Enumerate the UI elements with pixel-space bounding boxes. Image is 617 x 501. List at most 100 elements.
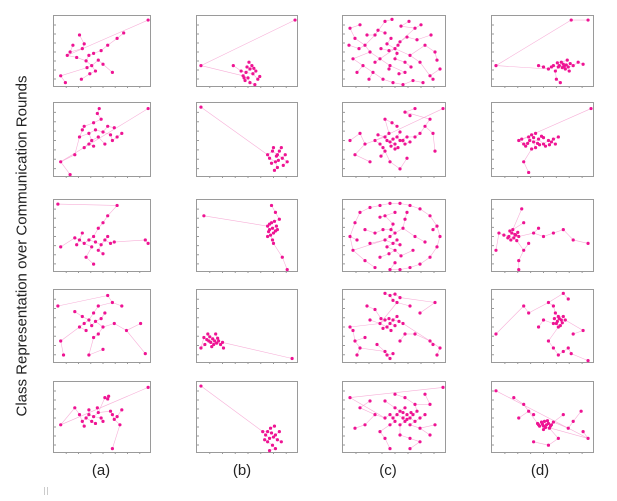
link-line	[419, 208, 431, 217]
data-point	[146, 18, 150, 22]
data-point	[271, 231, 276, 235]
data-point	[363, 335, 367, 340]
data-point	[393, 248, 397, 252]
data-point	[516, 230, 520, 234]
data-point	[261, 430, 265, 434]
data-point	[92, 311, 96, 315]
link-line	[352, 330, 356, 342]
data-point	[273, 160, 278, 164]
link-line	[359, 347, 386, 352]
data-point	[388, 140, 392, 144]
data-point	[522, 221, 526, 225]
link-line	[352, 250, 366, 261]
data-point	[401, 138, 405, 143]
link-line	[419, 424, 436, 429]
data-point	[530, 147, 534, 151]
data-point	[383, 416, 387, 420]
data-point	[537, 143, 542, 147]
data-point	[146, 106, 150, 111]
data-point	[411, 248, 415, 252]
link-line	[349, 24, 361, 29]
link-line	[376, 344, 386, 352]
data-point	[383, 349, 387, 354]
data-point	[267, 222, 272, 226]
data-point	[418, 207, 422, 211]
data-point	[403, 419, 407, 423]
data-point	[59, 339, 63, 343]
link-line	[349, 133, 361, 141]
link-line	[79, 34, 85, 44]
data-point	[535, 421, 540, 426]
data-point	[399, 24, 403, 28]
data-point	[267, 436, 272, 440]
data-point	[383, 238, 387, 242]
data-point	[398, 201, 402, 205]
data-point	[269, 431, 274, 435]
data-point	[586, 241, 590, 245]
data-point	[533, 131, 538, 135]
data-point	[388, 64, 392, 68]
link-line	[409, 55, 421, 63]
scatter-plot	[54, 293, 147, 364]
data-point	[96, 226, 100, 230]
data-point	[199, 105, 203, 109]
data-point	[395, 135, 399, 139]
data-point	[541, 136, 546, 140]
link-line	[349, 28, 356, 39]
data-point	[546, 300, 551, 305]
data-point	[101, 252, 105, 256]
data-point	[398, 409, 402, 413]
data-point	[379, 154, 383, 158]
scatter-plot	[343, 291, 442, 364]
data-point	[393, 57, 397, 61]
data-point	[388, 293, 392, 298]
link-line	[98, 302, 113, 307]
link-line	[533, 232, 544, 237]
data-point	[567, 69, 571, 73]
data-point	[413, 332, 417, 336]
data-point	[391, 81, 395, 85]
link-line	[384, 151, 391, 162]
data-point	[274, 154, 279, 158]
scatter-plot	[343, 106, 445, 178]
data-point	[549, 140, 554, 144]
data-point	[556, 353, 560, 357]
link-line	[200, 106, 268, 155]
data-point	[559, 318, 563, 322]
data-point	[536, 226, 541, 230]
data-point	[387, 49, 391, 53]
data-point	[363, 228, 367, 232]
data-point	[533, 146, 538, 150]
data-point	[101, 325, 105, 329]
data-point	[59, 160, 63, 164]
data-point	[423, 392, 427, 396]
data-point	[556, 135, 560, 139]
data-point	[393, 292, 397, 296]
data-point	[267, 449, 272, 453]
data-point	[423, 240, 427, 244]
link-line	[394, 393, 406, 398]
data-point	[391, 318, 395, 322]
data-point	[270, 226, 275, 230]
link-line	[414, 236, 426, 243]
data-point	[263, 438, 267, 442]
data-point	[579, 409, 583, 413]
data-point	[99, 117, 103, 121]
data-point	[428, 74, 432, 78]
data-point	[106, 214, 110, 218]
data-point	[266, 440, 270, 444]
data-point	[541, 234, 546, 239]
data-point	[96, 58, 100, 62]
data-point	[77, 33, 82, 37]
data-point	[93, 128, 98, 132]
data-point	[391, 416, 395, 420]
data-point	[388, 356, 392, 361]
data-point	[522, 142, 526, 146]
link-line	[349, 222, 356, 237]
data-point	[398, 296, 402, 300]
scatter-panel-r2-d	[491, 102, 594, 178]
data-point	[527, 170, 531, 175]
link-line	[409, 263, 421, 268]
data-point	[398, 423, 402, 427]
link-line	[354, 38, 366, 46]
